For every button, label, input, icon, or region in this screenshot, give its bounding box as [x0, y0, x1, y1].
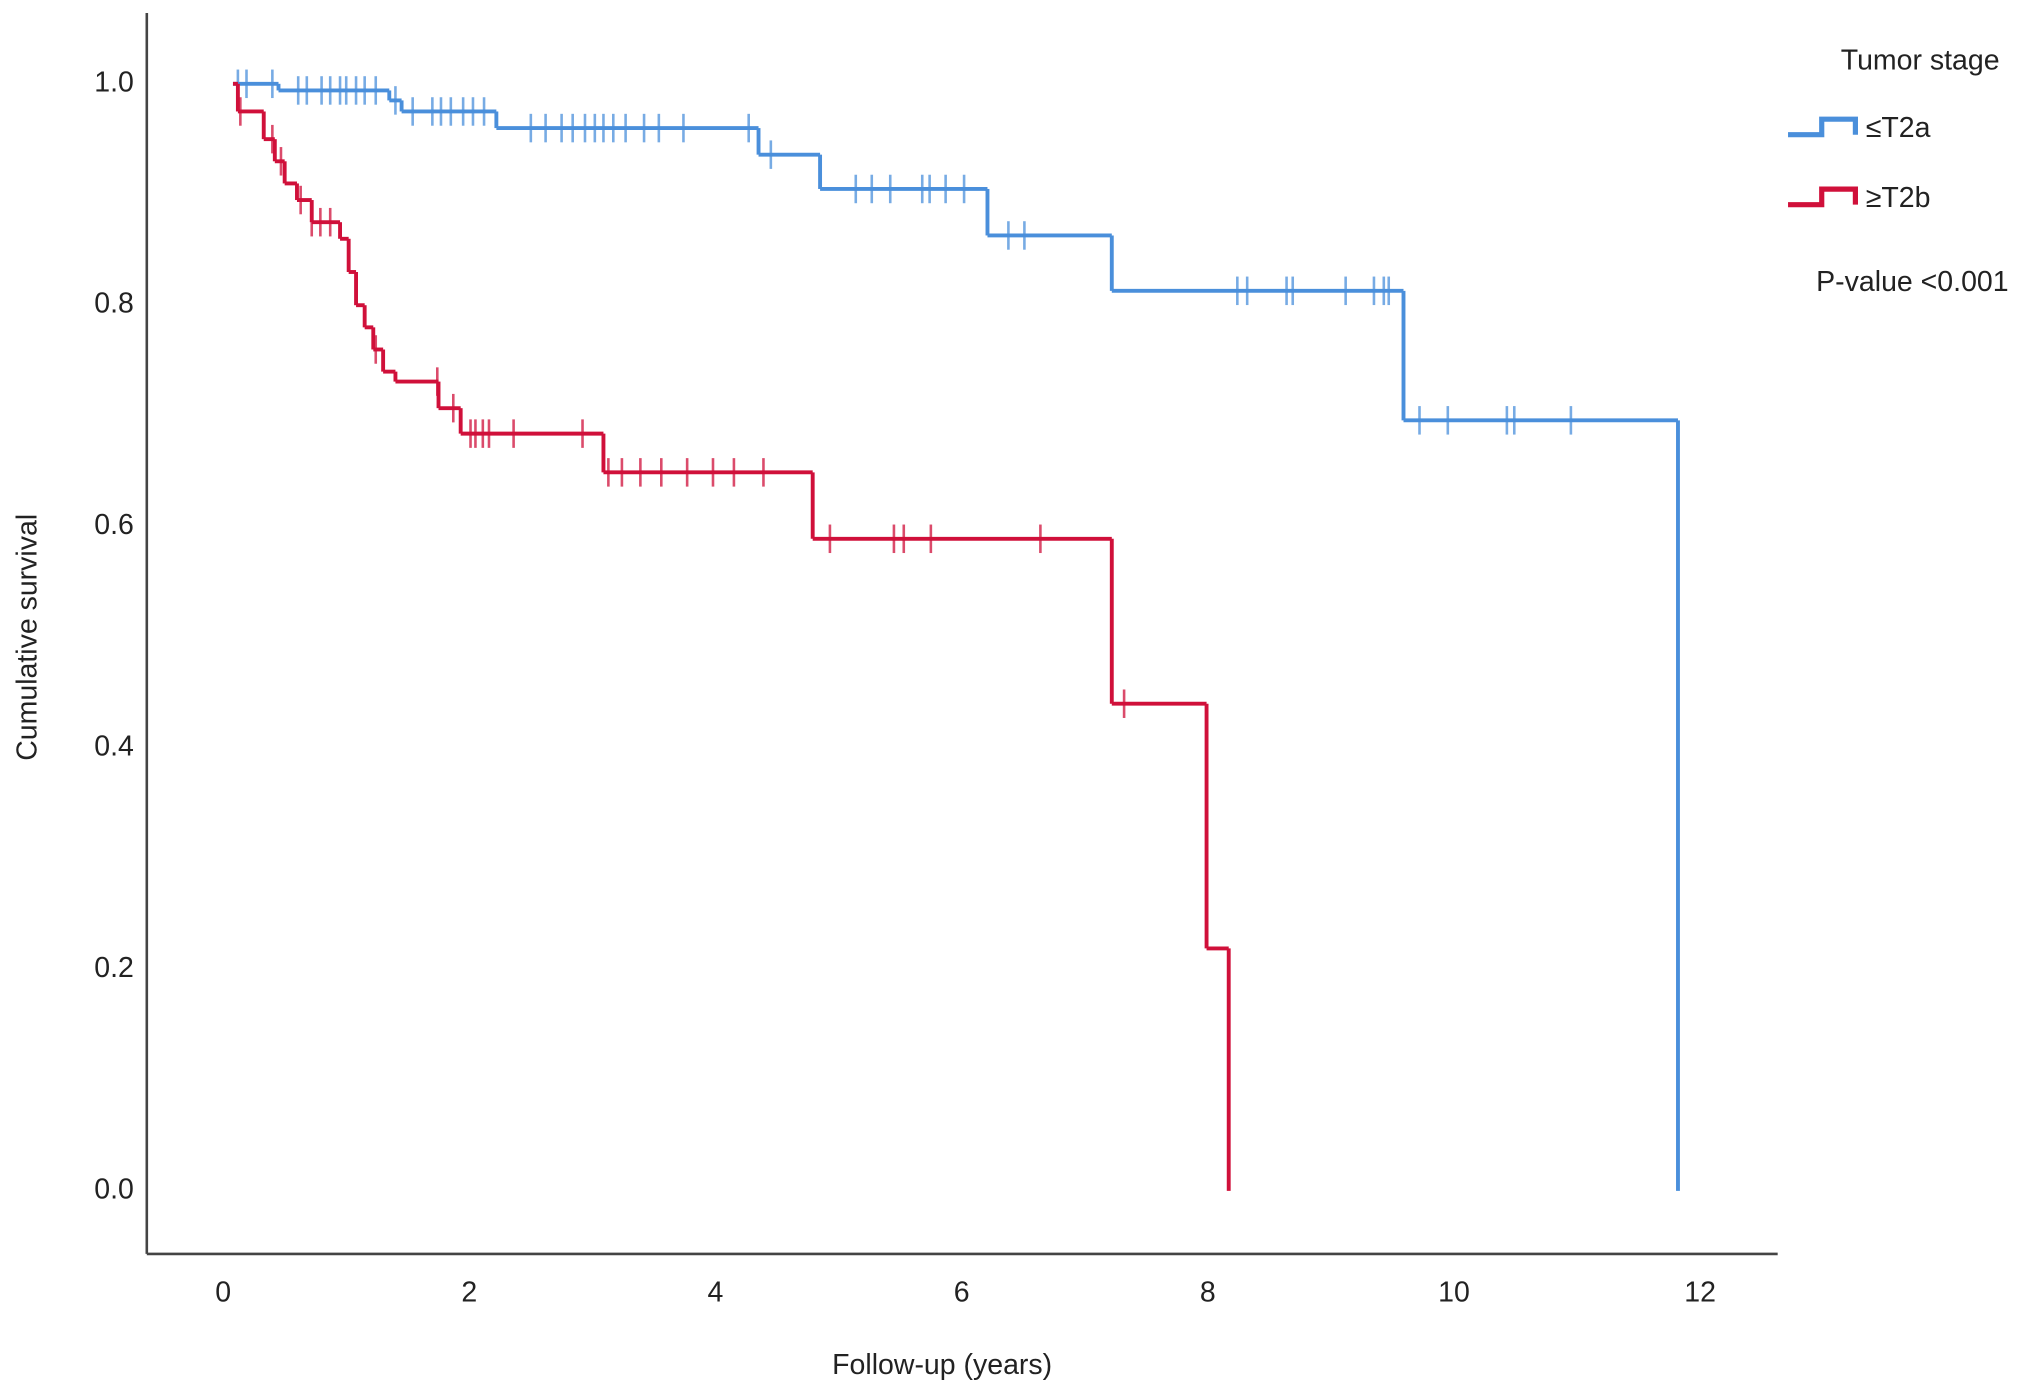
legend-label: ≤T2a: [1866, 112, 1931, 144]
x-axis-label: Follow-up (years): [832, 1349, 1052, 1381]
x-tick-label: 4: [708, 1277, 724, 1309]
y-axis-label: Cumulative survival: [11, 514, 43, 761]
y-tick-label: 0.0: [94, 1173, 134, 1205]
x-tick-label: 12: [1684, 1277, 1716, 1309]
legend-swatch: [1788, 116, 1858, 138]
y-tick-label: 0.4: [94, 731, 134, 763]
legend-title: Tumor stage: [1841, 45, 2000, 77]
x-tick-label: 10: [1438, 1277, 1470, 1309]
x-tick-label: 6: [954, 1277, 970, 1309]
y-tick-label: 1.0: [94, 66, 134, 98]
y-tick-label: 0.8: [94, 288, 134, 320]
x-tick-label: 0: [215, 1277, 231, 1309]
legend-swatch: [1788, 186, 1858, 208]
y-tick-label: 0.2: [94, 952, 134, 984]
y-tick-label: 0.6: [94, 509, 134, 541]
legend-label: ≥T2b: [1866, 182, 1931, 214]
annotation: P-value <0.001: [1816, 266, 2008, 298]
x-tick-label: 2: [461, 1277, 477, 1309]
x-tick-label: 8: [1200, 1277, 1216, 1309]
